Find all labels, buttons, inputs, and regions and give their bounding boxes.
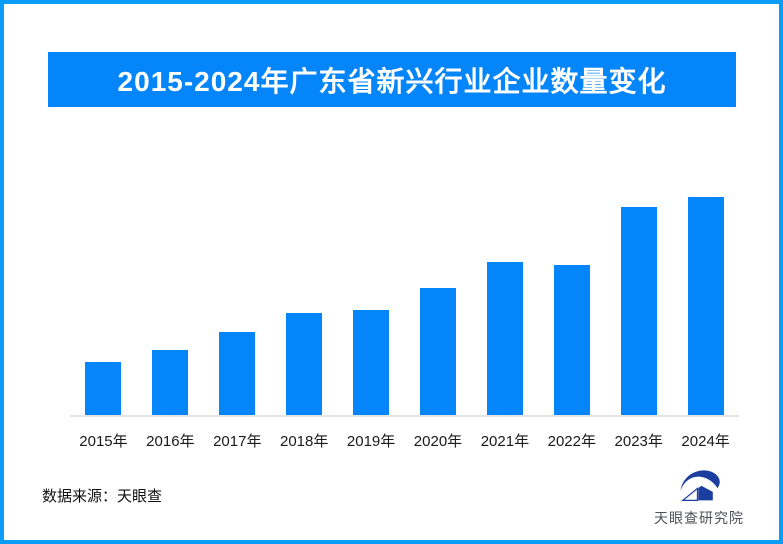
brand-logo: 天眼查研究院 xyxy=(645,464,753,528)
x-axis-tick-label: 2018年 xyxy=(279,433,329,450)
bar-slot xyxy=(137,195,204,415)
x-axis-tick-label: 2019年 xyxy=(346,433,396,450)
x-axis-tick-label: 2023年 xyxy=(614,433,663,450)
bar-slot xyxy=(405,195,472,415)
bar-group xyxy=(70,195,739,415)
x-axis-tick-label: 2016年 xyxy=(146,433,195,450)
data-source-label: 数据来源：天眼查 xyxy=(42,488,163,505)
brand-logo-text: 天眼查研究院 xyxy=(654,510,744,526)
bar-slot xyxy=(70,195,137,415)
bar xyxy=(85,362,122,415)
bar xyxy=(286,313,323,415)
bar xyxy=(620,207,657,415)
x-axis-tick-label: 2017年 xyxy=(213,433,262,450)
bar xyxy=(486,262,523,415)
x-axis-tick-label: 2021年 xyxy=(480,433,530,450)
bar xyxy=(553,265,590,415)
x-axis-line xyxy=(70,415,739,417)
x-axis-tick-label: 2020年 xyxy=(413,433,463,450)
bar xyxy=(152,350,189,415)
bar-slot xyxy=(538,195,605,415)
tianyancha-eye-icon xyxy=(680,470,720,501)
bar xyxy=(419,288,456,415)
bar-slot xyxy=(204,195,271,415)
page-title: 2015-2024年广东省新兴行业企业数量变化 xyxy=(117,65,667,97)
bar xyxy=(687,197,724,415)
title-banner: 2015-2024年广东省新兴行业企业数量变化 xyxy=(48,52,736,107)
bar-slot xyxy=(271,195,338,415)
bar-slot xyxy=(471,195,538,415)
bar xyxy=(353,310,390,415)
bar xyxy=(219,332,256,415)
bar-chart: 2015年 2016年 2017年 2018年 2019年 2020年 2021年 2022年… xyxy=(70,195,739,451)
bar-slot xyxy=(338,195,405,415)
x-axis-labels: 2015年 2016年 2017年 2018年 2019年 2020年 2021年 2022年… xyxy=(70,430,739,451)
bar-slot xyxy=(605,195,672,415)
x-axis-tick-label: 2015年 xyxy=(79,433,128,450)
bar-slot xyxy=(672,195,739,415)
x-axis-tick-label: 2022年 xyxy=(547,433,596,450)
x-axis-tick-label: 2024年 xyxy=(681,433,730,450)
